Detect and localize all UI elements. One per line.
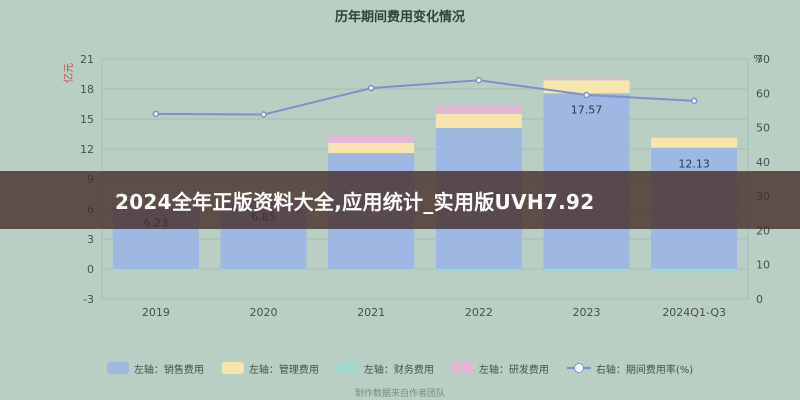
bar-finance <box>112 269 199 271</box>
left-axis-tick-label: 15 <box>80 113 94 126</box>
chart-legend: 左轴：销售费用 左轴：管理费用 左轴：财务费用 左轴：研发费用 右轴：期间费用率… <box>0 359 800 377</box>
legend-label-rate: 右轴：期间费用率(%) <box>595 364 694 376</box>
right-axis-label: % <box>753 54 763 65</box>
legend-swatch-rnd <box>451 362 474 374</box>
bar-management <box>328 143 415 153</box>
right-axis-tick-label: 10 <box>756 259 770 272</box>
legend-item-management: 左轴：管理费用 <box>221 361 319 376</box>
bar-finance <box>328 269 415 270</box>
bar-finance <box>220 269 307 271</box>
x-axis-tick-label: 2019 <box>142 306 170 319</box>
left-axis-tick-label: 12 <box>80 143 94 156</box>
bar-finance <box>651 269 738 273</box>
left-axis-tick-label: 21 <box>80 53 94 66</box>
bar-management <box>543 80 630 94</box>
bar-rnd <box>651 136 738 138</box>
x-axis-tick-label: 2024Q1-Q3 <box>662 306 726 319</box>
chart-title: 历年期间费用变化情况 <box>334 10 465 25</box>
legend-label-sales: 左轴：销售费用 <box>133 364 204 376</box>
left-axis-label: 亿元 <box>62 63 75 83</box>
legend-item-sales: 左轴：销售费用 <box>106 361 204 376</box>
right-axis-tick-label: 40 <box>756 156 770 169</box>
left-axis-tick-label: -3 <box>83 293 94 306</box>
left-axis-tick-label: 3 <box>87 233 94 246</box>
legend-swatch-finance <box>336 362 359 374</box>
bar-finance <box>435 269 522 271</box>
left-axis-tick-label: 0 <box>87 263 94 276</box>
bar-finance <box>543 269 630 272</box>
bar-management <box>435 114 522 128</box>
rate-point <box>152 110 160 118</box>
bar-value-label: 12.13 <box>678 158 710 171</box>
legend-swatch-management <box>221 362 244 374</box>
bar-rnd <box>435 105 522 114</box>
bar-management <box>651 137 738 148</box>
rate-point <box>260 111 267 118</box>
right-axis-tick-label: 0 <box>756 293 763 306</box>
legend-label-finance: 左轴：财务费用 <box>363 364 434 376</box>
left-axis-tick-label: 18 <box>80 83 94 96</box>
legend-label-rnd: 左轴：研发费用 <box>478 364 549 376</box>
overlay-banner <box>0 171 800 229</box>
x-axis-tick-label: 2020 <box>250 306 278 319</box>
legend-swatch-sales <box>106 362 129 374</box>
rate-point <box>690 97 698 105</box>
legend-label-management: 左轴：管理费用 <box>248 364 319 376</box>
right-axis-tick-label: 70 <box>756 53 770 66</box>
legend-item-finance: 左轴：财务费用 <box>336 361 434 376</box>
legend-swatch-rate-line-icon <box>566 362 591 374</box>
rate-line <box>155 79 695 116</box>
source-footnote: 制作数据来自作者团队 <box>354 389 445 399</box>
bar-rnd <box>543 78 630 81</box>
x-axis-tick-label: 2022 <box>465 306 493 319</box>
right-axis-tick-label: 50 <box>756 122 770 135</box>
legend-item-rate: 右轴：期间费用率(%) <box>566 361 694 376</box>
rate-point <box>475 77 483 84</box>
bar-rnd <box>328 136 415 143</box>
overlay-banner-text: 2024全年正版资料大全,应用统计_实用版UVH7.92 <box>115 190 595 214</box>
rate-point <box>583 91 590 99</box>
bar-value-label: 17.57 <box>571 103 603 116</box>
rate-point <box>367 84 375 92</box>
right-axis-tick-label: 60 <box>756 87 770 100</box>
legend-item-rnd: 左轴：研发费用 <box>451 361 549 376</box>
x-axis-tick-label: 2021 <box>357 306 385 319</box>
x-axis-tick-label: 2023 <box>573 306 601 319</box>
